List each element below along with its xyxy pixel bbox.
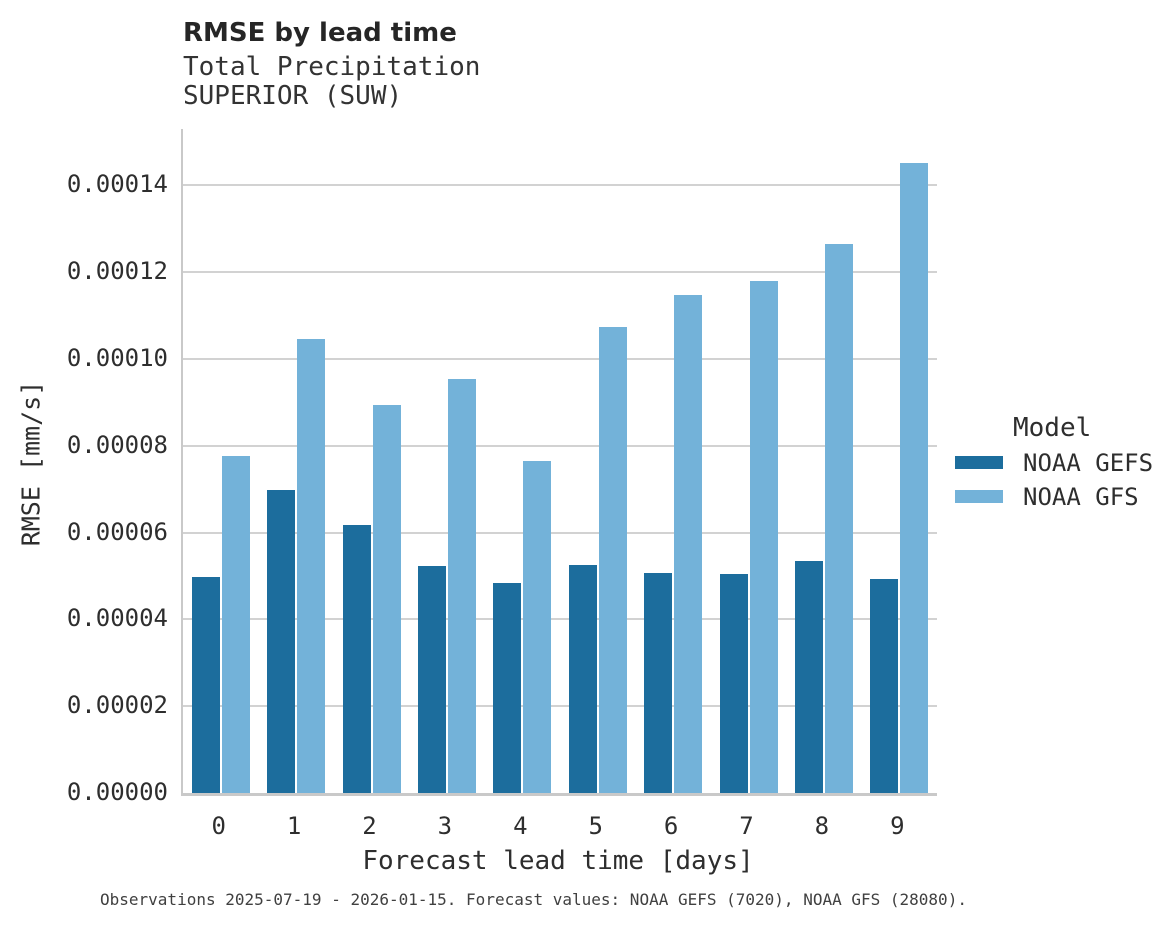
gridline-0.00002 — [183, 705, 937, 708]
bar-noaa-gfs-day-7 — [749, 280, 778, 793]
bar-noaa-gfs-day-6 — [674, 295, 703, 793]
bar-noaa-gefs-day-8 — [794, 561, 823, 793]
x-tick-label-4: 4 — [513, 812, 528, 840]
bar-noaa-gefs-day-3 — [417, 566, 446, 793]
gridline-0.00006 — [183, 531, 937, 534]
y-tick-label-0.00012: 0.00012 — [66, 257, 168, 286]
x-tick-label-8: 8 — [814, 812, 830, 840]
bar-noaa-gfs-day-2 — [372, 405, 401, 793]
bar-noaa-gefs-day-1 — [267, 490, 296, 793]
bar-noaa-gefs-day-0 — [191, 577, 220, 793]
x-tick-label-5: 5 — [588, 812, 603, 840]
gridline-0.00008 — [183, 444, 937, 447]
figure-caption: Observations 2025-07-19 - 2026-01-15. Fo… — [100, 890, 967, 909]
bar-noaa-gfs-day-3 — [447, 378, 476, 793]
y-tick-label-0.00014: 0.00014 — [66, 170, 168, 199]
bar-noaa-gfs-day-4 — [523, 460, 552, 793]
y-tick-label-0.00006: 0.00006 — [66, 517, 168, 546]
legend-label: NOAA GEFS — [1023, 449, 1154, 477]
bar-noaa-gefs-day-2 — [342, 524, 371, 793]
bar-noaa-gfs-day-5 — [598, 327, 627, 793]
bar-noaa-gfs-day-9 — [900, 163, 929, 793]
x-tick-label-7: 7 — [739, 812, 754, 840]
plot-area — [181, 129, 937, 796]
x-tick-label-2: 2 — [362, 812, 377, 840]
x-tick-label-9: 9 — [890, 812, 905, 840]
y-tick-label-0.00008: 0.00008 — [66, 430, 168, 459]
legend-swatch-noaa-gefs — [955, 456, 1003, 469]
bar-noaa-gefs-day-5 — [568, 565, 597, 793]
y-axis-title: RMSE [mm/s] — [16, 380, 46, 547]
bar-noaa-gefs-day-7 — [719, 573, 748, 793]
gridline-0.00004 — [183, 618, 937, 621]
gridline-0.00014 — [183, 184, 937, 187]
bar-noaa-gfs-day-0 — [221, 456, 250, 793]
y-tick-label-0.00010: 0.00010 — [66, 344, 168, 372]
bar-noaa-gefs-day-6 — [644, 572, 673, 793]
y-tick-label-0.00004: 0.00004 — [66, 604, 168, 633]
gridline-0.00010 — [183, 358, 937, 361]
y-tick-label-0.00002: 0.00002 — [66, 691, 168, 720]
bar-noaa-gefs-day-4 — [493, 583, 522, 793]
bar-noaa-gfs-day-1 — [297, 339, 326, 793]
legend-label: NOAA GFS — [1023, 483, 1139, 511]
chart-subtitle-station: SUPERIOR (SUW) — [183, 81, 403, 111]
bar-noaa-gfs-day-8 — [824, 243, 853, 793]
chart-title: RMSE by lead time — [183, 18, 457, 48]
x-tick-label-1: 1 — [286, 812, 302, 840]
legend-swatch-noaa-gfs — [955, 490, 1003, 503]
chart-subtitle-variable: Total Precipitation — [183, 52, 481, 82]
x-tick-label-3: 3 — [437, 812, 453, 840]
y-tick-label-0.00000: 0.00000 — [66, 778, 168, 806]
gridline-0.00012 — [183, 271, 937, 274]
x-tick-label-0: 0 — [211, 812, 226, 840]
legend-title: Model — [1013, 413, 1092, 443]
bar-noaa-gefs-day-9 — [870, 579, 899, 793]
x-tick-label-6: 6 — [663, 812, 679, 840]
x-axis-title: Forecast lead time [days] — [362, 846, 754, 876]
